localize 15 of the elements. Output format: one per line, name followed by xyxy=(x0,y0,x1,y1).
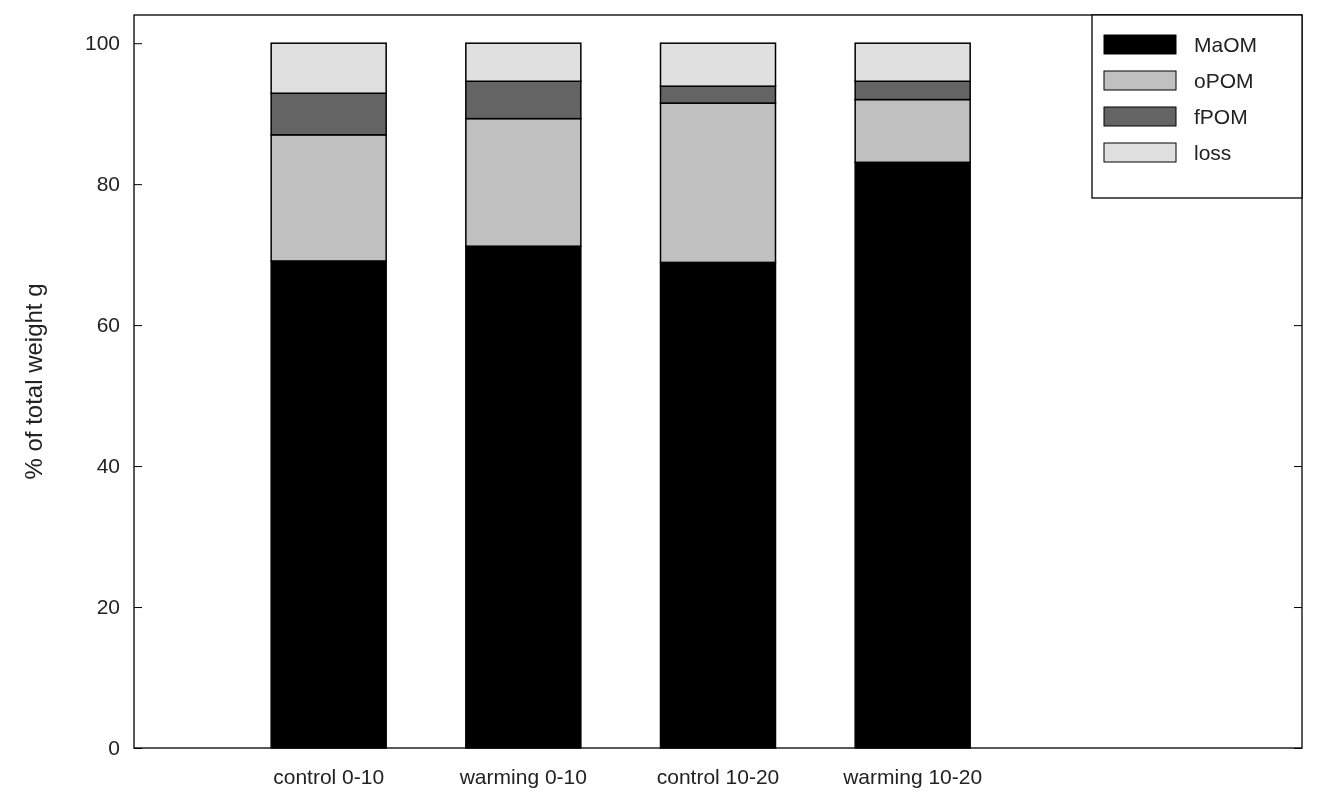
x-tick-label: control 0-10 xyxy=(273,765,385,788)
y-tick-label: 100 xyxy=(84,31,120,55)
x-tick-label: warming 0-10 xyxy=(458,765,587,788)
x-tick-label: control 10-20 xyxy=(656,765,780,788)
legend-label: fPOM xyxy=(1194,105,1248,128)
legend-label: MaOM xyxy=(1194,33,1257,56)
y-tick-label: 0 xyxy=(108,736,120,760)
legend-label: oPOM xyxy=(1194,69,1254,92)
y-axis-title: % of total weight g xyxy=(20,283,47,480)
y-tick-label: 20 xyxy=(96,595,120,619)
y-tick-label: 60 xyxy=(96,313,120,337)
legend-label: loss xyxy=(1194,141,1232,164)
x-tick-label: warming 10-20 xyxy=(842,765,983,788)
y-tick-label: 80 xyxy=(96,172,120,196)
y-tick-label: 40 xyxy=(96,454,120,478)
